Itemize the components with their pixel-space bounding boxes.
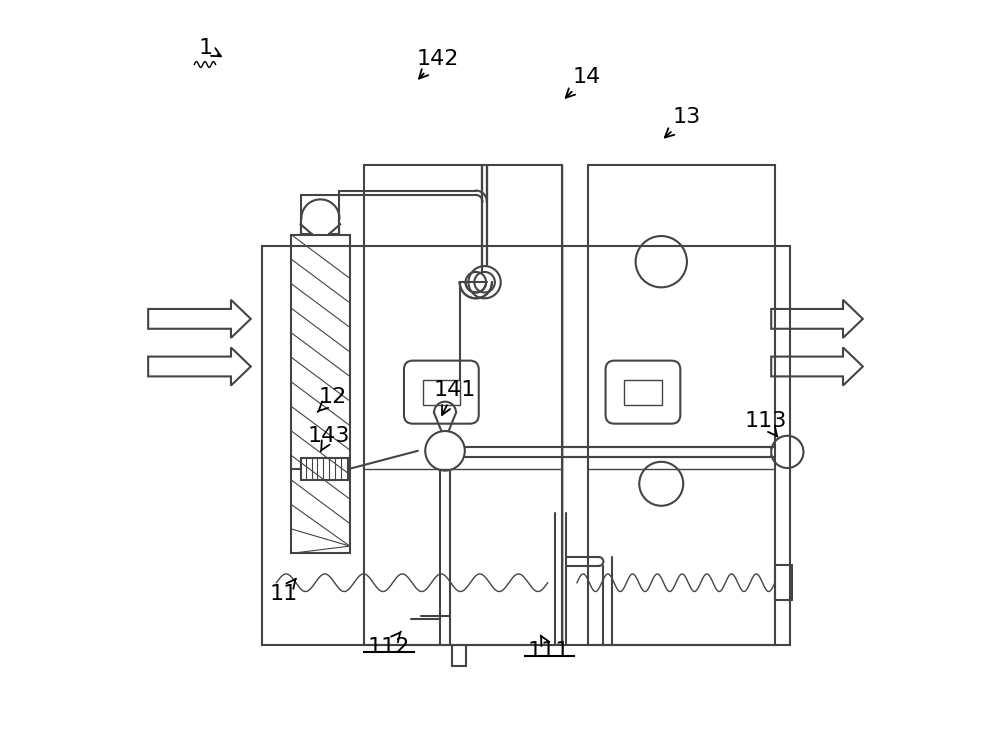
Text: 141: 141 bbox=[433, 380, 476, 415]
Bar bbox=[624, 380, 662, 405]
Bar bbox=[301, 458, 348, 480]
Bar bbox=[364, 165, 562, 645]
Text: 143: 143 bbox=[308, 426, 350, 452]
Text: 1: 1 bbox=[198, 37, 221, 58]
Bar bbox=[588, 165, 775, 645]
Text: 111: 111 bbox=[528, 636, 570, 661]
Text: 13: 13 bbox=[665, 107, 701, 138]
Text: 11: 11 bbox=[270, 578, 298, 604]
Bar bbox=[423, 380, 460, 405]
Text: 112: 112 bbox=[367, 632, 410, 657]
Text: 14: 14 bbox=[566, 67, 601, 97]
Text: 142: 142 bbox=[417, 48, 459, 78]
Bar bbox=[262, 246, 790, 645]
Text: 113: 113 bbox=[744, 411, 787, 437]
Bar bbox=[291, 235, 350, 553]
Text: 12: 12 bbox=[318, 387, 347, 412]
